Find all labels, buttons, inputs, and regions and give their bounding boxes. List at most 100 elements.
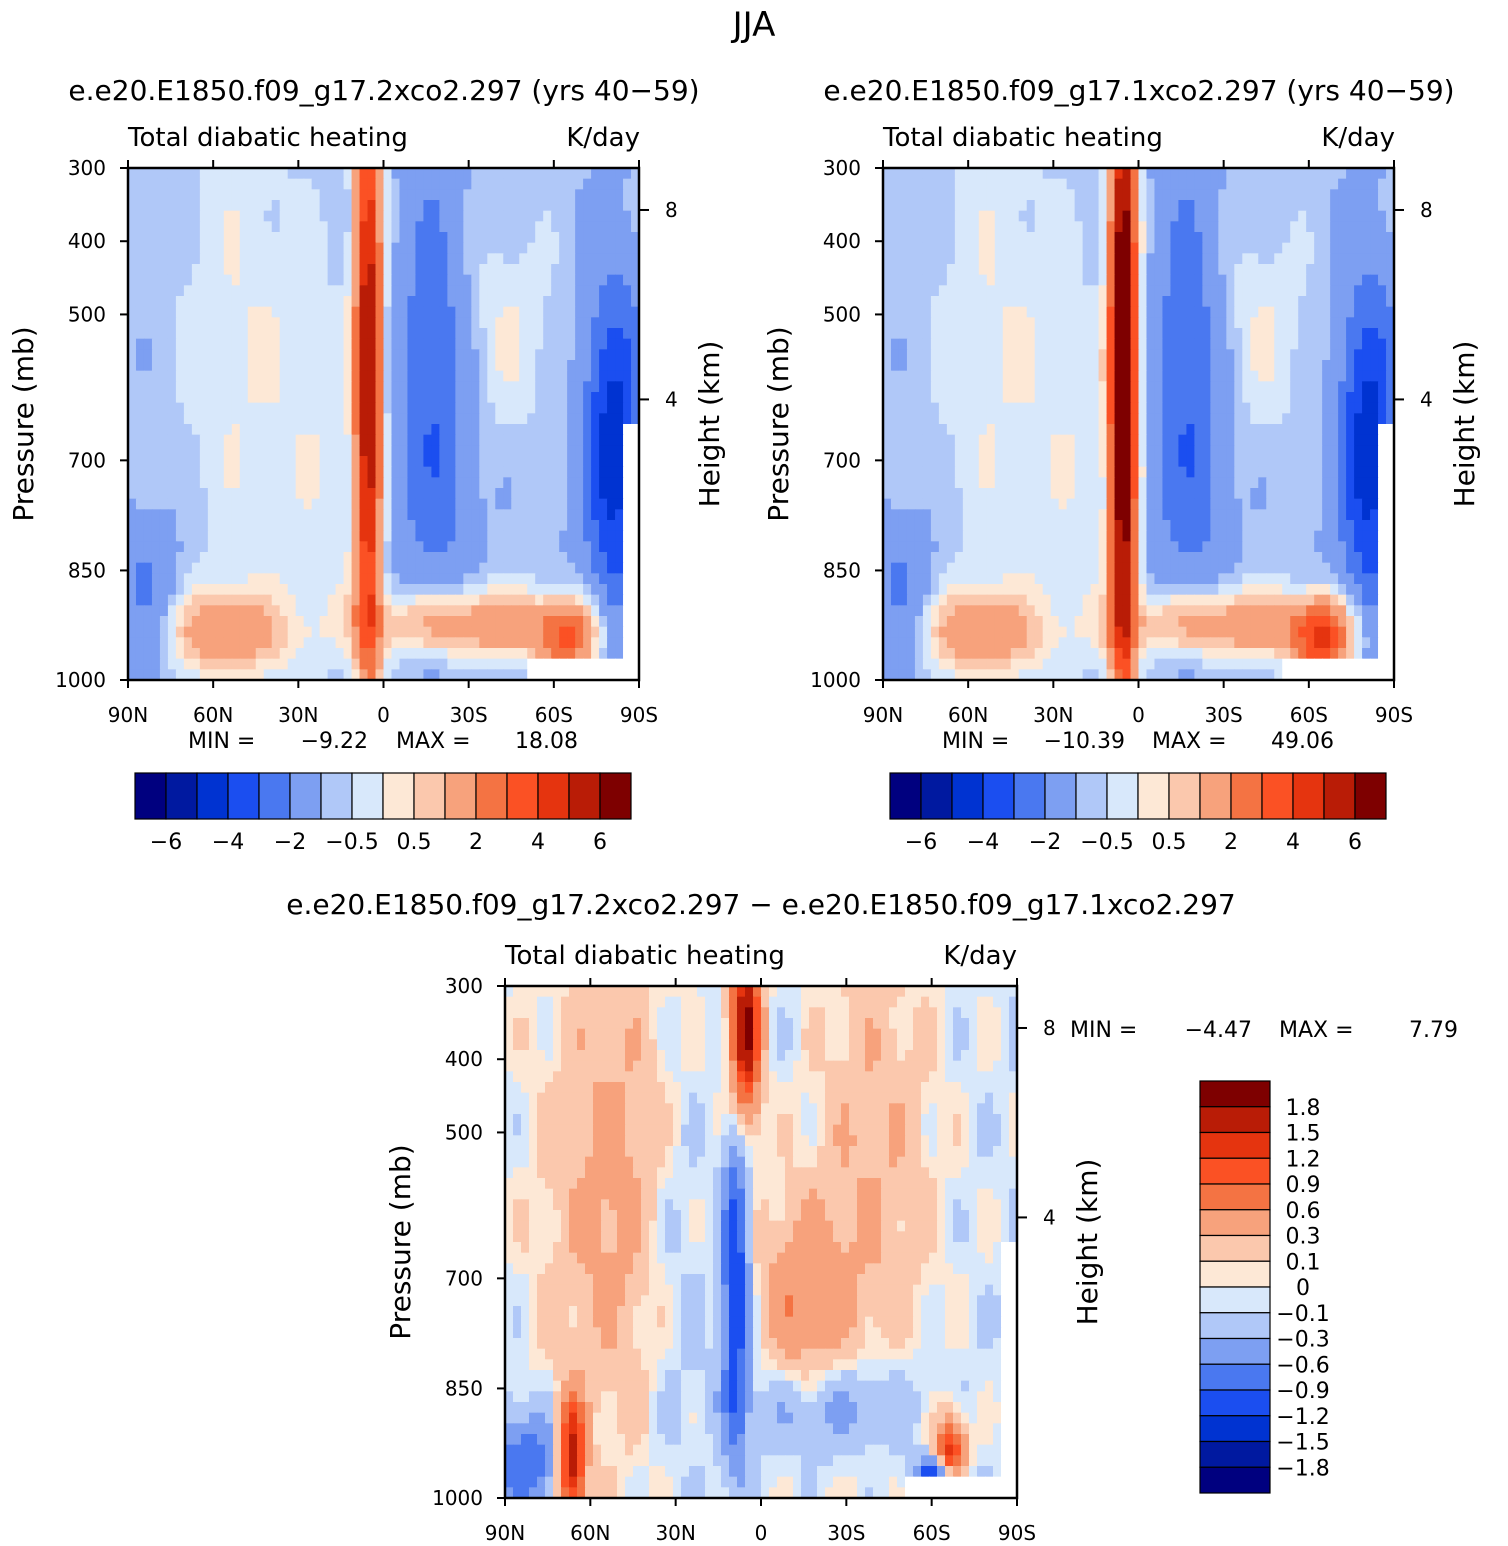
heatmap-cell <box>954 189 964 201</box>
heatmap-cell <box>487 605 496 617</box>
heatmap-cell <box>1362 424 1371 436</box>
heatmap-cell <box>423 552 432 564</box>
heatmap-cell <box>1074 221 1084 233</box>
heatmap-cell <box>239 637 249 649</box>
heatmap-cell <box>1186 413 1195 425</box>
heatmap-cell <box>247 232 257 244</box>
heatmap-cell <box>1042 189 1052 201</box>
heatmap-cell <box>375 392 385 404</box>
heatmap-cell <box>607 541 616 553</box>
heatmap-cell <box>319 445 329 457</box>
heatmap-cell <box>135 296 145 308</box>
heatmap-cell <box>1178 328 1187 340</box>
heatmap-cell <box>1162 210 1172 222</box>
heatmap-cell <box>391 189 401 201</box>
heatmap-cell <box>1210 200 1219 212</box>
heatmap-cell <box>327 296 337 308</box>
heatmap-cell <box>970 274 980 286</box>
heatmap-cell <box>207 168 217 180</box>
heatmap-cell <box>367 584 377 596</box>
heatmap-cell <box>583 189 592 201</box>
heatmap-cell <box>247 530 257 542</box>
heatmap-cell <box>1042 338 1052 350</box>
heatmap-cell <box>231 552 241 564</box>
heatmap-cell <box>407 498 417 510</box>
heatmap-cell <box>1034 253 1044 265</box>
heatmap-cell <box>503 658 512 670</box>
heatmap-cell <box>335 253 345 265</box>
heatmap-cell <box>1330 445 1339 457</box>
heatmap-cell <box>946 370 956 382</box>
heatmap-cell <box>575 669 584 681</box>
heatmap-cell <box>447 253 456 265</box>
heatmap-cell <box>962 370 972 382</box>
heatmap-cell <box>1058 317 1068 329</box>
heatmap-cell <box>407 626 417 638</box>
heatmap-cell <box>1082 424 1092 436</box>
heatmap-cell <box>503 530 512 542</box>
heatmap-cell <box>128 616 137 628</box>
heatmap-cell <box>279 669 289 681</box>
heatmap-cell <box>914 402 924 414</box>
heatmap-cell <box>487 520 496 532</box>
heatmap-cell <box>1186 445 1195 457</box>
heatmap-cell <box>191 232 201 244</box>
heatmap-cell <box>511 232 520 244</box>
heatmap-cell <box>151 221 161 233</box>
heatmap-cell <box>471 509 480 521</box>
heatmap-cell <box>495 274 504 286</box>
heatmap-cell <box>551 200 560 212</box>
heatmap-cell <box>930 168 940 180</box>
heatmap-cell <box>551 605 560 617</box>
heatmap-cell <box>431 413 440 425</box>
heatmap-cell <box>303 328 313 340</box>
heatmap-cell <box>543 648 552 660</box>
heatmap-cell <box>1322 200 1331 212</box>
heatmap-cell <box>1010 328 1020 340</box>
heatmap-cell <box>503 520 512 532</box>
heatmap-cell <box>335 445 345 457</box>
heatmap-cell <box>591 434 600 446</box>
heatmap-cell <box>319 178 329 190</box>
heatmap-cell <box>1042 242 1052 254</box>
heatmap-cell <box>463 616 472 628</box>
heatmap-cell <box>1258 424 1267 436</box>
heatmap-cell <box>343 274 353 286</box>
colorbar-box <box>568 772 601 820</box>
heatmap-cell <box>423 669 432 681</box>
heatmap-cell <box>930 445 940 457</box>
heatmap-cell <box>1194 189 1203 201</box>
heatmap-cell <box>159 296 169 308</box>
heatmap-cell <box>1122 306 1132 318</box>
heatmap-cell <box>1234 232 1243 244</box>
heatmap-cell <box>575 594 584 606</box>
heatmap-cell <box>1338 317 1347 329</box>
heatmap-cell <box>439 466 448 478</box>
heatmap-cell <box>135 626 145 638</box>
heatmap-cell <box>423 168 432 180</box>
heatmap-cell <box>1146 232 1156 244</box>
heatmap-cell <box>1314 274 1323 286</box>
heatmap-cell <box>970 285 980 297</box>
heatmap-cell <box>1042 413 1052 425</box>
heatmap-cell <box>591 520 600 532</box>
heatmap-cell <box>391 466 401 478</box>
heatmap-cell <box>319 605 329 617</box>
heatmap-cell <box>519 360 528 372</box>
heatmap-cell <box>263 605 273 617</box>
heatmap-cell <box>994 253 1004 265</box>
heatmap-cell <box>375 658 385 670</box>
heatmap-cell <box>551 658 560 670</box>
heatmap-cell <box>1226 232 1235 244</box>
heatmap-cell <box>1082 200 1092 212</box>
heatmap-cell <box>183 530 193 542</box>
heatmap-cell <box>303 477 313 489</box>
heatmap-cell <box>906 274 916 286</box>
heatmap-cell <box>1250 168 1259 180</box>
heatmap-cell <box>1226 360 1235 372</box>
heatmap-cell <box>327 648 337 660</box>
heatmap-cell <box>367 456 377 468</box>
heatmap-cell <box>922 360 932 372</box>
heatmap-cell <box>922 264 932 276</box>
heatmap-cell <box>327 520 337 532</box>
